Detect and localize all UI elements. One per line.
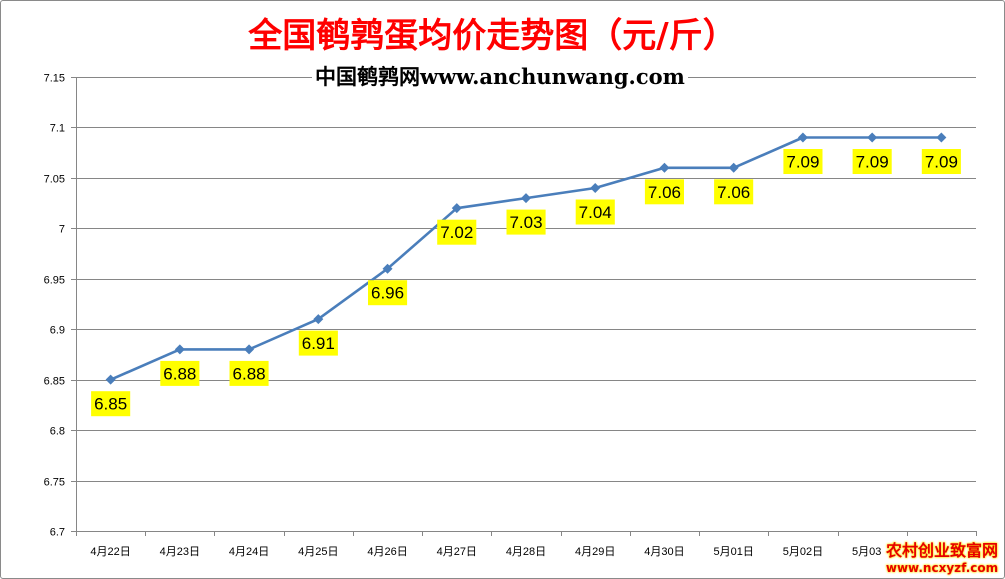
x-tick-label: 4月30日 (644, 546, 684, 558)
y-tick-label: 7 (59, 224, 65, 236)
x-tick-label: 4月22日 (90, 546, 130, 558)
data-label-background (575, 199, 615, 225)
x-tick-label: 4月27日 (437, 546, 477, 558)
data-label-background (506, 209, 546, 235)
data-label-background (229, 360, 269, 386)
data-label-text: 7.03 (509, 213, 542, 232)
data-label: 6.91 (298, 330, 338, 356)
x-tick-label: 5月01日 (714, 546, 754, 558)
x-tick-label: 4月25日 (298, 546, 338, 558)
data-label-background (783, 149, 823, 174)
data-label-text: 6.88 (233, 364, 266, 383)
data-label-text: 7.06 (648, 183, 681, 202)
data-point-marker (936, 132, 947, 143)
data-label: 7.06 (644, 179, 684, 205)
data-point-marker (451, 203, 462, 214)
y-tick-label: 6.85 (44, 376, 65, 388)
data-point-marker (244, 344, 255, 355)
data-label-text: 7.04 (579, 203, 612, 222)
data-label-background (921, 149, 961, 174)
y-tick-label: 7.15 (44, 73, 65, 85)
data-point-marker (728, 162, 739, 173)
data-label-background (644, 179, 684, 205)
data-label-text: 6.88 (163, 364, 196, 383)
data-label-background (160, 360, 200, 386)
y-tick-label: 7.1 (50, 123, 65, 135)
data-label-text: 7.06 (717, 183, 750, 202)
data-point-marker (105, 374, 116, 385)
y-tick-label: 7.05 (44, 174, 65, 186)
data-label: 6.96 (368, 280, 408, 306)
data-point-marker (659, 162, 670, 173)
data-label: 7.02 (437, 219, 477, 245)
y-tick-label: 6.7 (50, 527, 65, 539)
watermark-site-name: 农村创业致富网 (885, 541, 998, 560)
data-point-marker (521, 193, 531, 204)
y-tick-label: 6.8 (50, 426, 65, 438)
x-tick-label: 4月24日 (229, 546, 269, 558)
x-tick-label: 4月26日 (367, 546, 407, 558)
data-label: 7.09 (783, 149, 823, 174)
data-label: 7.03 (506, 209, 546, 235)
data-label: 7.04 (575, 199, 615, 225)
data-label: 6.88 (160, 360, 200, 386)
data-point-marker (174, 344, 185, 355)
data-label-background (714, 179, 754, 205)
data-label-text: 6.96 (371, 284, 404, 303)
data-label-text: 7.09 (856, 153, 889, 172)
data-label-text: 7.02 (440, 223, 473, 242)
data-label: 7.09 (921, 149, 961, 174)
chart-title: 全国鹌鹑蛋均价走势图（元/斤） (248, 16, 737, 56)
y-tick-label: 6.75 (44, 477, 65, 489)
data-label-text: 7.09 (786, 153, 819, 172)
data-label: 6.85 (91, 391, 131, 417)
data-point-marker (313, 314, 324, 325)
data-point-marker (797, 132, 808, 143)
y-tick-label: 6.9 (50, 325, 65, 337)
x-tick-label: 5月03日 (852, 546, 892, 558)
y-tick-label: 6.95 (44, 275, 65, 287)
watermark: 农村创业致富网 www.ncxyzf.com (883, 541, 1001, 577)
data-label: 6.88 (229, 360, 269, 386)
y-axis-group: 6.7 6.75 6.8 6.85 6.9 6.95 7 7.05 7.1 7.15 (44, 73, 976, 539)
x-tick-label: 5月02日 (783, 546, 823, 558)
data-label: 7.09 (852, 149, 892, 174)
data-label-background (298, 330, 338, 356)
watermark-url: www.ncxyzf.com (885, 561, 999, 575)
data-point-marker (867, 132, 878, 143)
data-label-background (852, 149, 892, 174)
chart-subtitle: 中国鹌鹑网www.anchunwang.com (312, 64, 688, 90)
data-label-background (91, 391, 131, 417)
x-tick-label: 4月23日 (160, 546, 200, 558)
x-tick-label: 4月29日 (575, 546, 615, 558)
data-label-background (437, 219, 477, 245)
data-label-text: 7.09 (925, 153, 958, 172)
data-point-marker (382, 263, 393, 274)
data-label: 7.06 (714, 179, 754, 205)
x-tick-label: 4月28日 (506, 546, 546, 558)
data-label-text: 6.91 (302, 334, 335, 353)
x-axis-group: 4月22日 4月23日 4月24日 4月25日 4月26日 4月27日 4月28日 4月29日… (76, 531, 977, 558)
data-label-text: 6.85 (94, 395, 127, 414)
data-point-marker (590, 182, 601, 193)
data-label-background (368, 280, 408, 306)
